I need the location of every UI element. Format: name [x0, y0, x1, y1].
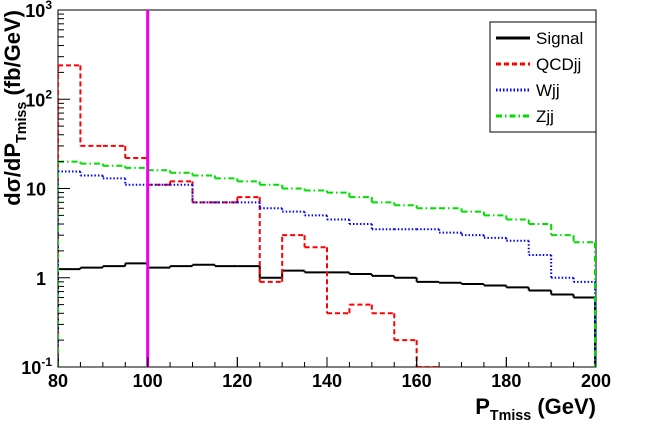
y-axis-label: dσ/dPTmiss (fb/GeV)	[0, 10, 30, 206]
tick-base: 10	[25, 90, 45, 110]
label-part: Tmiss	[14, 102, 30, 143]
x-tick-label: 180	[491, 371, 521, 391]
x-tick-label: 160	[402, 371, 432, 391]
tick-exponent: -1	[41, 355, 52, 369]
x-tick-label: 200	[581, 371, 611, 391]
label-part: dσ/dP	[0, 143, 25, 206]
x-axis-label: PTmiss (GeV)	[475, 394, 596, 422]
legend-box	[489, 21, 597, 133]
label-part: P	[475, 394, 490, 419]
y-tick-label: 102	[25, 87, 52, 110]
tick-exponent: 3	[45, 0, 52, 12]
x-tick-label: 140	[312, 371, 342, 391]
x-tick-label: 80	[48, 371, 68, 391]
tick-exponent: 2	[45, 87, 52, 101]
label-part: (fb/GeV)	[0, 10, 25, 102]
y-tick-label: 10	[26, 180, 46, 200]
legend-label: Zjj	[536, 107, 554, 126]
label-part: Tmiss	[490, 408, 531, 422]
y-tick-label: 1	[36, 269, 46, 289]
x-tick-label: 120	[222, 371, 252, 391]
label-part: (GeV)	[531, 394, 596, 419]
legend: Signal QCDjj Wjj Zjj	[489, 21, 597, 133]
legend-label: Wjj	[536, 81, 560, 100]
y-tick-label: 103	[25, 0, 52, 21]
legend-label: QCDjj	[536, 55, 581, 74]
x-tick-label: 100	[133, 371, 163, 391]
tick-base: 10	[21, 358, 41, 378]
tick-base: 10	[25, 1, 45, 21]
y-tick-label: 10-1	[21, 355, 52, 378]
legend-label: Signal	[536, 29, 583, 48]
